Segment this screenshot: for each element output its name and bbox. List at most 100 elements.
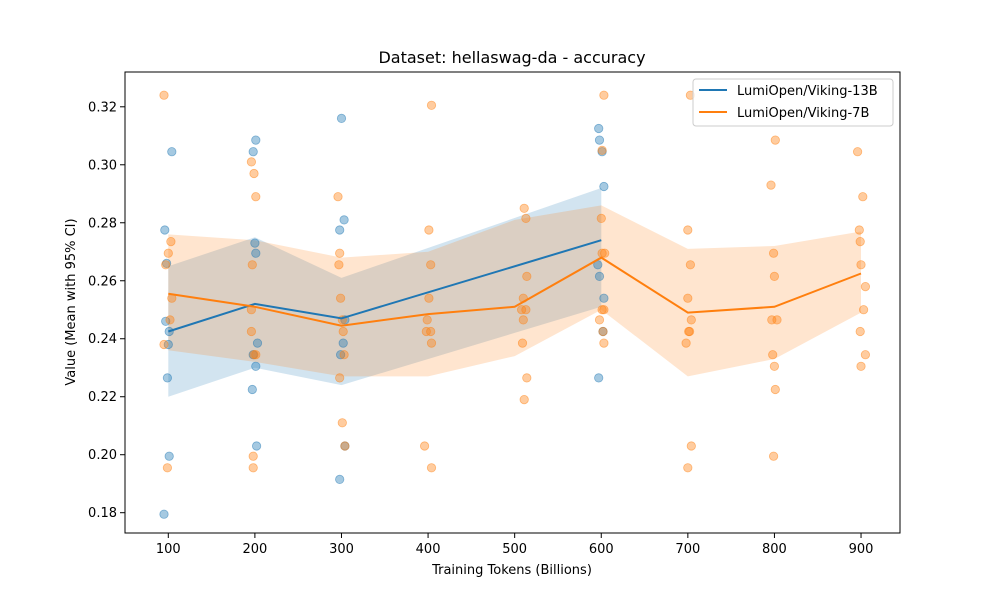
data-point-lumiopen-viking-7b xyxy=(860,350,871,360)
mean-lines xyxy=(167,239,862,333)
legend-label-viking-7b: LumiOpen/Viking-7B xyxy=(737,106,869,121)
y-tick-label: 0.30 xyxy=(88,158,117,173)
data-point-lumiopen-viking-13b xyxy=(594,373,604,383)
x-tick-label: 700 xyxy=(675,542,700,557)
x-tick-label: 400 xyxy=(416,542,441,557)
data-point-lumiopen-viking-7b xyxy=(768,451,779,461)
data-point-lumiopen-viking-7b xyxy=(424,293,434,303)
data-point-lumiopen-viking-7b xyxy=(246,326,256,337)
x-tick-label: 100 xyxy=(156,542,181,557)
mean-line-lumiopen-viking-7b xyxy=(168,256,862,327)
data-point-lumiopen-viking-13b xyxy=(252,338,263,348)
data-point-lumiopen-viking-13b xyxy=(251,361,261,371)
data-point-lumiopen-viking-7b xyxy=(860,281,871,292)
data-point-lumiopen-viking-7b xyxy=(161,260,171,270)
data-point-lumiopen-viking-7b xyxy=(247,260,257,270)
data-point-lumiopen-viking-13b xyxy=(252,441,262,451)
data-point-lumiopen-viking-7b xyxy=(858,305,869,315)
data-point-lumiopen-viking-7b xyxy=(772,315,782,325)
data-point-lumiopen-viking-7b xyxy=(517,338,528,348)
data-point-lumiopen-viking-7b xyxy=(248,463,258,473)
data-point-lumiopen-viking-7b xyxy=(683,463,693,473)
data-point-lumiopen-viking-7b xyxy=(683,225,693,235)
data-point-lumiopen-viking-7b xyxy=(767,315,777,325)
data-point-lumiopen-viking-13b xyxy=(336,113,347,124)
data-point-lumiopen-viking-7b xyxy=(858,192,868,202)
data-point-lumiopen-viking-7b xyxy=(684,326,695,337)
data-point-lumiopen-viking-7b xyxy=(522,271,532,281)
data-point-lumiopen-viking-7b xyxy=(852,147,863,157)
data-point-lumiopen-viking-7b xyxy=(770,384,780,395)
data-point-lumiopen-viking-7b xyxy=(159,90,169,100)
data-point-lumiopen-viking-7b xyxy=(600,248,610,258)
legend-label-viking-13b: LumiOpen/Viking-13B xyxy=(737,84,878,99)
data-point-lumiopen-viking-13b xyxy=(599,181,609,192)
y-axis-ticks: 0.18 0.20 0.22 0.24 0.26 0.28 0.30 0.32 xyxy=(88,100,125,521)
data-point-lumiopen-viking-13b xyxy=(335,350,346,360)
ci-bands xyxy=(168,188,862,397)
data-point-lumiopen-viking-7b xyxy=(856,361,866,371)
data-point-lumiopen-viking-7b xyxy=(768,350,778,360)
data-point-lumiopen-viking-7b xyxy=(522,373,532,383)
y-tick-label: 0.20 xyxy=(88,448,117,463)
data-point-lumiopen-viking-7b xyxy=(686,315,696,325)
data-point-lumiopen-viking-13b xyxy=(247,384,257,395)
data-point-lumiopen-viking-13b xyxy=(339,215,349,225)
data-point-lumiopen-viking-7b xyxy=(855,237,865,247)
data-point-lumiopen-viking-7b xyxy=(335,293,346,303)
data-point-lumiopen-viking-7b xyxy=(768,248,779,258)
data-point-lumiopen-viking-13b xyxy=(251,135,261,145)
legend: LumiOpen/Viking-13B LumiOpen/Viking-7B xyxy=(692,78,894,127)
data-point-lumiopen-viking-13b xyxy=(335,225,345,235)
y-tick-label: 0.28 xyxy=(88,216,117,231)
data-point-lumiopen-viking-7b xyxy=(337,418,347,428)
data-point-lumiopen-viking-13b xyxy=(250,238,260,248)
data-point-lumiopen-viking-7b xyxy=(681,338,691,348)
data-point-lumiopen-viking-7b xyxy=(338,326,348,337)
y-axis-label: Value (Mean with 95% CI) xyxy=(64,218,79,385)
data-point-lumiopen-viking-13b xyxy=(162,373,172,383)
data-point-lumiopen-viking-7b xyxy=(594,315,605,325)
data-point-lumiopen-viking-13b xyxy=(159,509,169,519)
data-point-lumiopen-viking-7b xyxy=(770,135,780,145)
data-point-lumiopen-viking-7b xyxy=(333,192,343,202)
chart-title: Dataset: hellaswag-da - accuracy xyxy=(378,48,645,67)
data-point-lumiopen-viking-7b xyxy=(521,305,531,315)
y-tick-label: 0.26 xyxy=(88,274,117,289)
data-point-lumiopen-viking-13b xyxy=(160,225,170,235)
data-point-lumiopen-viking-7b xyxy=(597,305,607,315)
data-point-lumiopen-viking-7b xyxy=(246,157,256,167)
x-tick-label: 600 xyxy=(589,542,614,557)
data-point-lumiopen-viking-7b xyxy=(251,350,261,360)
data-point-lumiopen-viking-7b xyxy=(340,441,350,451)
data-point-lumiopen-viking-7b xyxy=(599,90,609,100)
data-point-lumiopen-viking-7b xyxy=(422,315,432,325)
data-point-lumiopen-viking-13b xyxy=(594,123,604,134)
data-point-lumiopen-viking-7b xyxy=(426,338,437,348)
data-point-lumiopen-viking-13b xyxy=(335,474,345,484)
data-point-lumiopen-viking-7b xyxy=(766,180,776,190)
y-tick-label: 0.22 xyxy=(88,390,117,405)
data-point-lumiopen-viking-13b xyxy=(338,338,348,348)
data-point-lumiopen-viking-13b xyxy=(594,135,605,145)
data-point-lumiopen-viking-7b xyxy=(519,394,529,405)
data-point-lumiopen-viking-7b xyxy=(251,192,261,202)
data-point-lumiopen-viking-7b xyxy=(855,326,865,337)
data-point-lumiopen-viking-7b xyxy=(519,203,529,213)
data-point-lumiopen-viking-7b xyxy=(426,260,436,270)
x-tick-label: 900 xyxy=(849,542,874,557)
y-tick-label: 0.24 xyxy=(88,332,117,347)
data-point-lumiopen-viking-7b xyxy=(426,100,437,110)
data-point-lumiopen-viking-7b xyxy=(163,248,173,258)
x-tick-label: 500 xyxy=(502,542,527,557)
data-point-lumiopen-viking-7b xyxy=(248,451,258,461)
data-point-lumiopen-viking-7b xyxy=(419,441,430,451)
data-point-lumiopen-viking-7b xyxy=(426,463,437,473)
data-point-lumiopen-viking-7b xyxy=(685,260,696,270)
data-point-lumiopen-viking-7b xyxy=(335,248,345,258)
data-point-lumiopen-viking-7b xyxy=(598,326,608,337)
data-point-lumiopen-viking-7b xyxy=(596,213,606,223)
data-point-lumiopen-viking-7b xyxy=(683,293,693,303)
x-axis-ticks: 100 200 300 400 500 600 700 800 900 xyxy=(156,533,874,557)
ci-band-lumiopen-viking-13b xyxy=(168,188,602,397)
